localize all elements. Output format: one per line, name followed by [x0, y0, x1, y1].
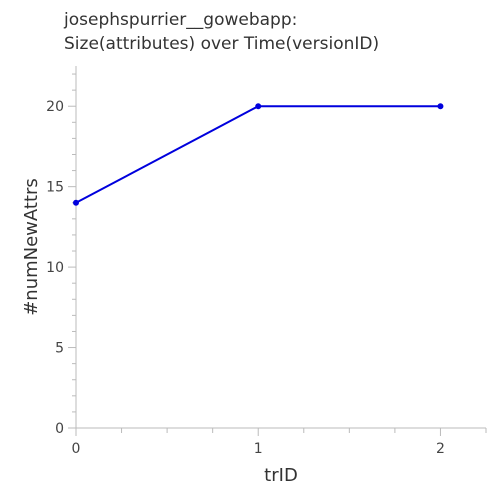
y-tick-label: 15 — [46, 180, 64, 196]
data-point — [73, 199, 79, 206]
x-tick-label: 0 — [72, 441, 81, 457]
chart-title-line-1: josephspurrier__gowebapp: — [64, 10, 298, 30]
x-axis-label: trID — [264, 465, 298, 486]
x-tick-label: 1 — [254, 441, 263, 457]
y-tick-label: 20 — [46, 99, 64, 115]
y-tick-label: 5 — [55, 341, 64, 357]
axes — [75, 66, 486, 429]
ticks: 0 5 10 15 20 0 1 2 — [46, 73, 487, 457]
series-layer — [73, 103, 444, 206]
y-tick-label: 0 — [55, 421, 64, 437]
y-axis-label: #numNewAttrs — [21, 178, 42, 316]
data-point — [437, 103, 444, 110]
chart-title-line-2: Size(attributes) over Time(versionID) — [64, 34, 380, 54]
y-tick-label: 10 — [46, 260, 64, 276]
chart-title: josephspurrier__gowebapp: Size(attribute… — [64, 8, 379, 56]
data-point — [255, 103, 262, 110]
x-tick-label: 2 — [436, 441, 445, 457]
series-line — [75, 105, 441, 204]
